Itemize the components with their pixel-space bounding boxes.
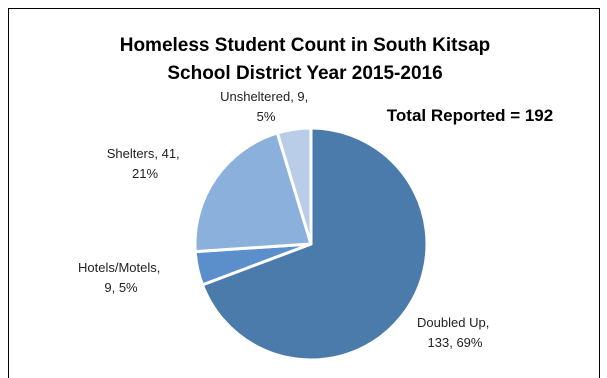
chart-title-line-2: School District Year 2015-2016 [167,63,442,84]
slice-label-doubled-up: Doubled Up, 133, 69% [417,315,493,350]
slice-label-shelters-line-1: Shelters, 41, [107,146,180,161]
total-reported-annotation: Total Reported = 192 [387,106,553,125]
slice-label-unsheltered-line-1: Unsheltered, 9, [220,89,308,104]
slice-label-hotels-motels: Hotels/Motels, 9, 5% [78,260,164,295]
slice-label-doubled-up-line-1: Doubled Up, [417,315,489,330]
slice-label-unsheltered: Unsheltered, 9, 5% [220,89,312,124]
slice-label-hotels-motels-line-2: 9, 5% [104,280,138,295]
slice-label-unsheltered-line-2: 5% [257,109,276,124]
pie-slice-unsheltered [275,126,313,246]
chart-title-line-1: Homeless Student Count in South Kitsap [120,35,491,56]
slice-label-doubled-up-line-2: 133, 69% [428,335,483,350]
slice-label-shelters-line-2: 21% [132,166,158,181]
pie-slice-shelters [193,131,313,254]
slice-label-shelters: Shelters, 41, 21% [107,146,184,181]
pie-slices [193,126,429,362]
slice-label-hotels-motels-line-1: Hotels/Motels, [78,260,160,275]
pie-slice-doubled-up [200,126,429,362]
